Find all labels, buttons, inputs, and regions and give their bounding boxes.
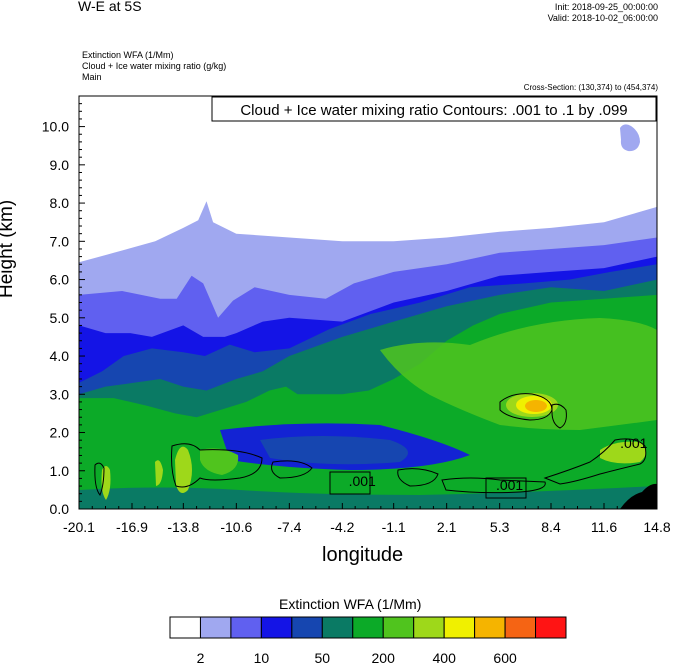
contour-left-cluster: [171, 443, 263, 488]
x-tick-label: 14.8: [643, 519, 670, 535]
colorbar-swatch: [535, 616, 567, 639]
convective-cell-1: [175, 446, 192, 494]
colorbar-swatch: [413, 616, 445, 639]
contour-inline-label: .001: [496, 477, 523, 493]
surface-band: [79, 486, 657, 509]
colorbar-label: 10: [254, 650, 270, 666]
extinction-features: [79, 124, 657, 509]
terrain: [620, 483, 657, 509]
contour-inline-label: .001: [349, 473, 376, 489]
colorbar-swatch: [291, 616, 323, 639]
y-tick-label: 0.0: [50, 501, 70, 517]
colorbar-swatch: [169, 616, 201, 639]
strong-feature-orange: [525, 400, 547, 412]
x-tick-label: 11.6: [591, 519, 617, 535]
x-tick-label: -13.8: [167, 519, 199, 535]
x-axis: -20.1 -16.9 -13.8 -10.6 -7.4 -4.2 -1.1 2.1 5.3 8.…: [63, 503, 671, 535]
x-tick-label: -16.9: [116, 519, 148, 535]
colorbar-swatch: [230, 616, 262, 639]
main-label: Main: [82, 72, 102, 82]
mixing-ratio-contours: [94, 393, 647, 499]
colorbar-label: 200: [372, 650, 396, 666]
contour-inline-labels: .001 .001 .001: [349, 435, 648, 493]
y-tick-label: 9.0: [50, 157, 70, 173]
contour-inline-label: .001: [620, 435, 647, 451]
y-tick-label: 7.0: [50, 233, 70, 249]
contour-legend-text: Cloud + Ice water mixing ratio Contours:…: [240, 102, 627, 119]
colorbar-label: 400: [433, 650, 457, 666]
y-tick-label: 1.0: [50, 463, 70, 479]
colorbar-label: 50: [315, 650, 331, 666]
contour-box-1: [329, 471, 371, 495]
high-cloud-patch: [620, 124, 640, 152]
x-tick-label: -20.1: [63, 519, 95, 535]
contour-side-cell: [551, 403, 567, 429]
y-tick-label: 3.0: [50, 386, 70, 402]
page-title: W-E at 5S: [78, 0, 142, 14]
colorbar-swatch: [504, 616, 537, 639]
colorbar-swatch: [199, 616, 232, 639]
convective-cell-2: [200, 448, 239, 475]
mid-green-plume: [380, 318, 657, 430]
contour-legend-box: [211, 96, 657, 122]
valid-time: Valid: 2018-10-02_06:00:00: [547, 13, 658, 23]
contour-subtitle: Cloud + Ice water mixing ratio (g/kg): [82, 61, 227, 71]
x-tick-label: -10.6: [220, 519, 252, 535]
y-tick-label: 4.0: [50, 348, 70, 364]
x-tick-label: -4.2: [330, 519, 354, 535]
colorbar-swatch: [443, 616, 476, 639]
y-tick-label: 10.0: [42, 119, 69, 135]
colorbar-swatch: [352, 616, 384, 639]
x-tick-label: -7.4: [277, 519, 301, 535]
colorbar-swatch: [260, 616, 293, 639]
y-tick-label: 8.0: [50, 195, 70, 211]
colorbar-title: Extinction WFA (1/Mm): [279, 596, 422, 612]
x-axis-label: longitude: [322, 544, 404, 566]
cross-section-label: Cross-Section: (130,374) to (454,374): [523, 83, 658, 92]
contour-low-1: [271, 460, 313, 479]
y-tick-label: 2.0: [50, 425, 70, 441]
contour-far-left: [94, 462, 105, 496]
y-axis: 0.0 1.0 2.0 3.0 4.0 5.0 6.0 7.0 8.0 9.0 10.0: [42, 95, 85, 517]
low-navy-pocket: [260, 436, 408, 465]
y-tick-label: 5.0: [50, 310, 70, 326]
contour-right-rising: [543, 438, 647, 485]
colorbar-swatch: [382, 616, 415, 639]
x-tick-label: 5.3: [490, 519, 510, 535]
y-axis-label: Height (km): [0, 199, 17, 298]
colorbar-label: 600: [493, 650, 517, 666]
x-tick-label: 2.1: [437, 519, 457, 535]
x-tick-label: -1.1: [382, 519, 406, 535]
contour-low-3: [441, 477, 546, 494]
contour-box-2: [485, 477, 527, 499]
colorbar: 2 10 50 200 400 600: [169, 616, 567, 666]
contour-low-2: [397, 468, 439, 487]
colorbar-swatch: [474, 616, 506, 639]
colorbar-swatch: [321, 616, 354, 639]
y-tick-label: 6.0: [50, 272, 70, 288]
colorbar-label: 2: [197, 650, 205, 666]
convective-cell-5: [600, 441, 646, 464]
init-time: Init: 2018-09-25_00:00:00: [554, 2, 658, 12]
x-tick-label: 8.4: [541, 519, 561, 535]
field-subtitle: Extinction WFA (1/Mm): [82, 50, 174, 60]
convective-cell-4: [155, 460, 163, 486]
